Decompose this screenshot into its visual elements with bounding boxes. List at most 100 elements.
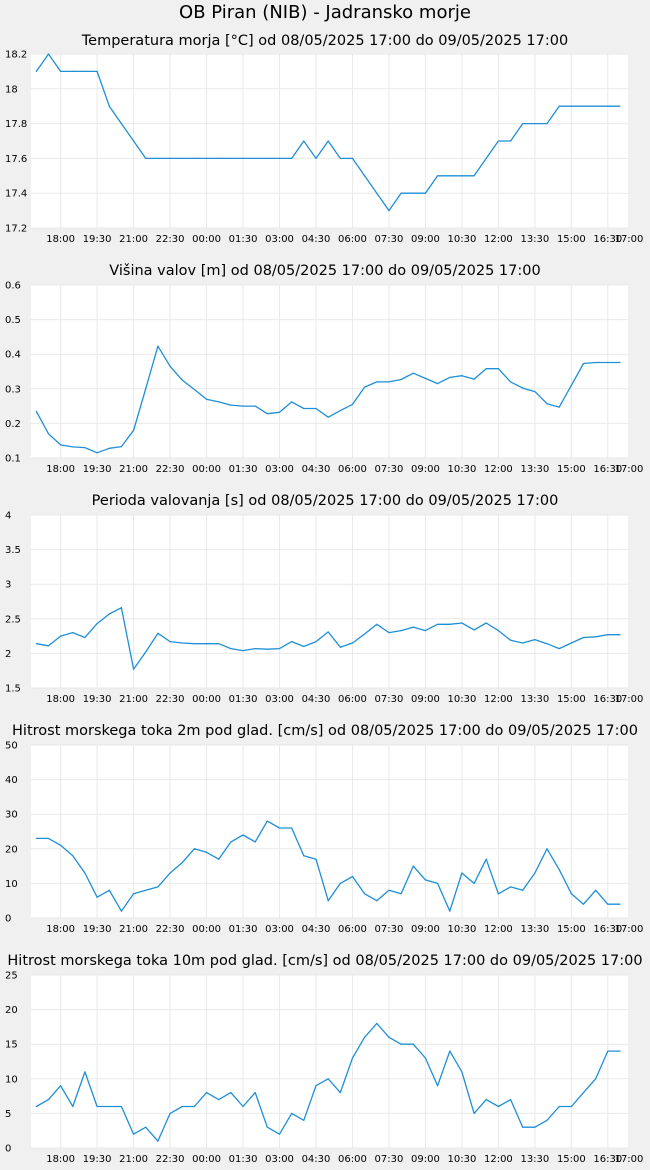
data-point xyxy=(339,157,341,159)
data-point xyxy=(120,123,123,125)
data-point xyxy=(449,376,451,378)
data-point xyxy=(376,623,378,625)
x-tick-label: 16:30 xyxy=(593,234,622,245)
x-tick-label: 04:30 xyxy=(302,464,331,475)
data-point xyxy=(388,210,390,212)
x-tick-label: 21:00 xyxy=(119,694,148,705)
x-tick-label: 12:00 xyxy=(484,924,513,935)
x-tick-label: 15:00 xyxy=(557,924,586,935)
data-point xyxy=(84,872,86,874)
data-point xyxy=(84,636,86,639)
data-point xyxy=(291,827,293,829)
x-tick-label: 04:30 xyxy=(302,924,331,935)
data-point xyxy=(509,381,512,383)
data-point xyxy=(47,645,50,647)
data-point xyxy=(266,413,268,415)
data-point xyxy=(205,398,208,400)
page-title: OB Piran (NIB) - Jadransko morje xyxy=(179,2,471,23)
data-point xyxy=(193,157,195,159)
data-point xyxy=(120,1105,123,1108)
data-point xyxy=(291,641,293,643)
x-tick-label: 15:00 xyxy=(557,694,586,705)
data-point xyxy=(254,1092,256,1094)
data-point xyxy=(497,629,499,632)
y-tick-label: 1.5 xyxy=(5,684,21,695)
data-point xyxy=(242,834,244,836)
data-point xyxy=(522,642,524,644)
data-point xyxy=(315,1085,317,1087)
x-tick-label: 21:00 xyxy=(119,924,148,935)
data-point xyxy=(278,827,281,829)
y-tick-label: 10 xyxy=(5,879,18,890)
y-tick-label: 2.5 xyxy=(5,614,21,625)
x-tick-label: 07:30 xyxy=(375,234,404,245)
data-point xyxy=(84,1071,86,1073)
y-tick-label: 0.1 xyxy=(5,454,21,465)
data-point xyxy=(218,1098,220,1101)
chart-panel-3: 1.5 2 2.5 3 3.5 4 18:00 19:30 21:00 22:30 00:00 01:… xyxy=(5,493,643,705)
y-tick-label: 10 xyxy=(5,1074,18,1085)
data-point xyxy=(388,381,390,383)
data-point xyxy=(558,406,560,408)
data-point xyxy=(497,368,499,370)
data-point xyxy=(132,1133,135,1135)
y-tick-label: 0 xyxy=(5,914,11,925)
y-tick-label: 15 xyxy=(5,1040,18,1051)
x-tick-label: 09:00 xyxy=(411,924,440,935)
x-tick-label: 12:00 xyxy=(484,1154,513,1165)
data-point xyxy=(449,623,451,625)
x-tick-label: 22:30 xyxy=(156,694,185,705)
data-point xyxy=(351,157,354,159)
data-point xyxy=(449,175,451,177)
data-point xyxy=(485,157,487,159)
data-point xyxy=(145,388,147,390)
data-point xyxy=(522,387,524,389)
data-point xyxy=(388,1036,390,1038)
data-point xyxy=(485,1098,487,1101)
data-point xyxy=(582,903,585,905)
data-point xyxy=(412,865,414,867)
y-tick-label: 4 xyxy=(5,511,11,522)
data-point xyxy=(424,192,427,194)
x-tick-label: 04:30 xyxy=(302,694,331,705)
data-point xyxy=(205,851,208,853)
y-tick-label: 50 xyxy=(5,741,18,752)
data-point xyxy=(218,858,220,860)
data-point xyxy=(400,378,402,381)
data-point xyxy=(473,175,475,177)
data-point xyxy=(327,900,329,902)
data-point xyxy=(595,361,597,364)
data-point xyxy=(376,381,378,383)
data-point xyxy=(619,634,621,636)
chart-title: Hitrost morskega toka 2m pod glad. [cm/s… xyxy=(12,723,638,739)
x-tick-label: 16:30 xyxy=(593,924,622,935)
x-tick-label: 17:00 xyxy=(615,924,644,935)
data-point xyxy=(157,632,159,634)
data-point xyxy=(230,841,232,843)
data-point xyxy=(72,1105,74,1108)
x-tick-label: 09:00 xyxy=(411,694,440,705)
data-point xyxy=(424,377,427,380)
plot-area xyxy=(31,54,628,228)
data-point xyxy=(96,70,98,72)
data-point xyxy=(400,629,402,632)
data-point xyxy=(339,409,341,412)
chart-panel-2: 0.1 0.2 0.3 0.4 0.5 0.6 18:00 19:30 21:00 22:30 00… xyxy=(5,263,643,475)
data-point xyxy=(108,889,110,891)
data-point xyxy=(461,872,463,874)
data-point xyxy=(364,386,366,388)
data-point xyxy=(205,643,208,645)
data-point xyxy=(315,157,317,159)
data-point xyxy=(96,623,98,625)
data-point xyxy=(376,1022,378,1025)
x-tick-label: 06:00 xyxy=(338,234,367,245)
data-point xyxy=(254,841,256,843)
data-point xyxy=(84,447,86,449)
data-point xyxy=(96,452,98,454)
data-point xyxy=(339,646,341,648)
data-point xyxy=(436,383,439,385)
x-tick-label: 13:30 xyxy=(520,234,549,245)
y-tick-label: 17.8 xyxy=(5,119,27,130)
data-point xyxy=(436,175,439,177)
data-point xyxy=(35,643,37,645)
